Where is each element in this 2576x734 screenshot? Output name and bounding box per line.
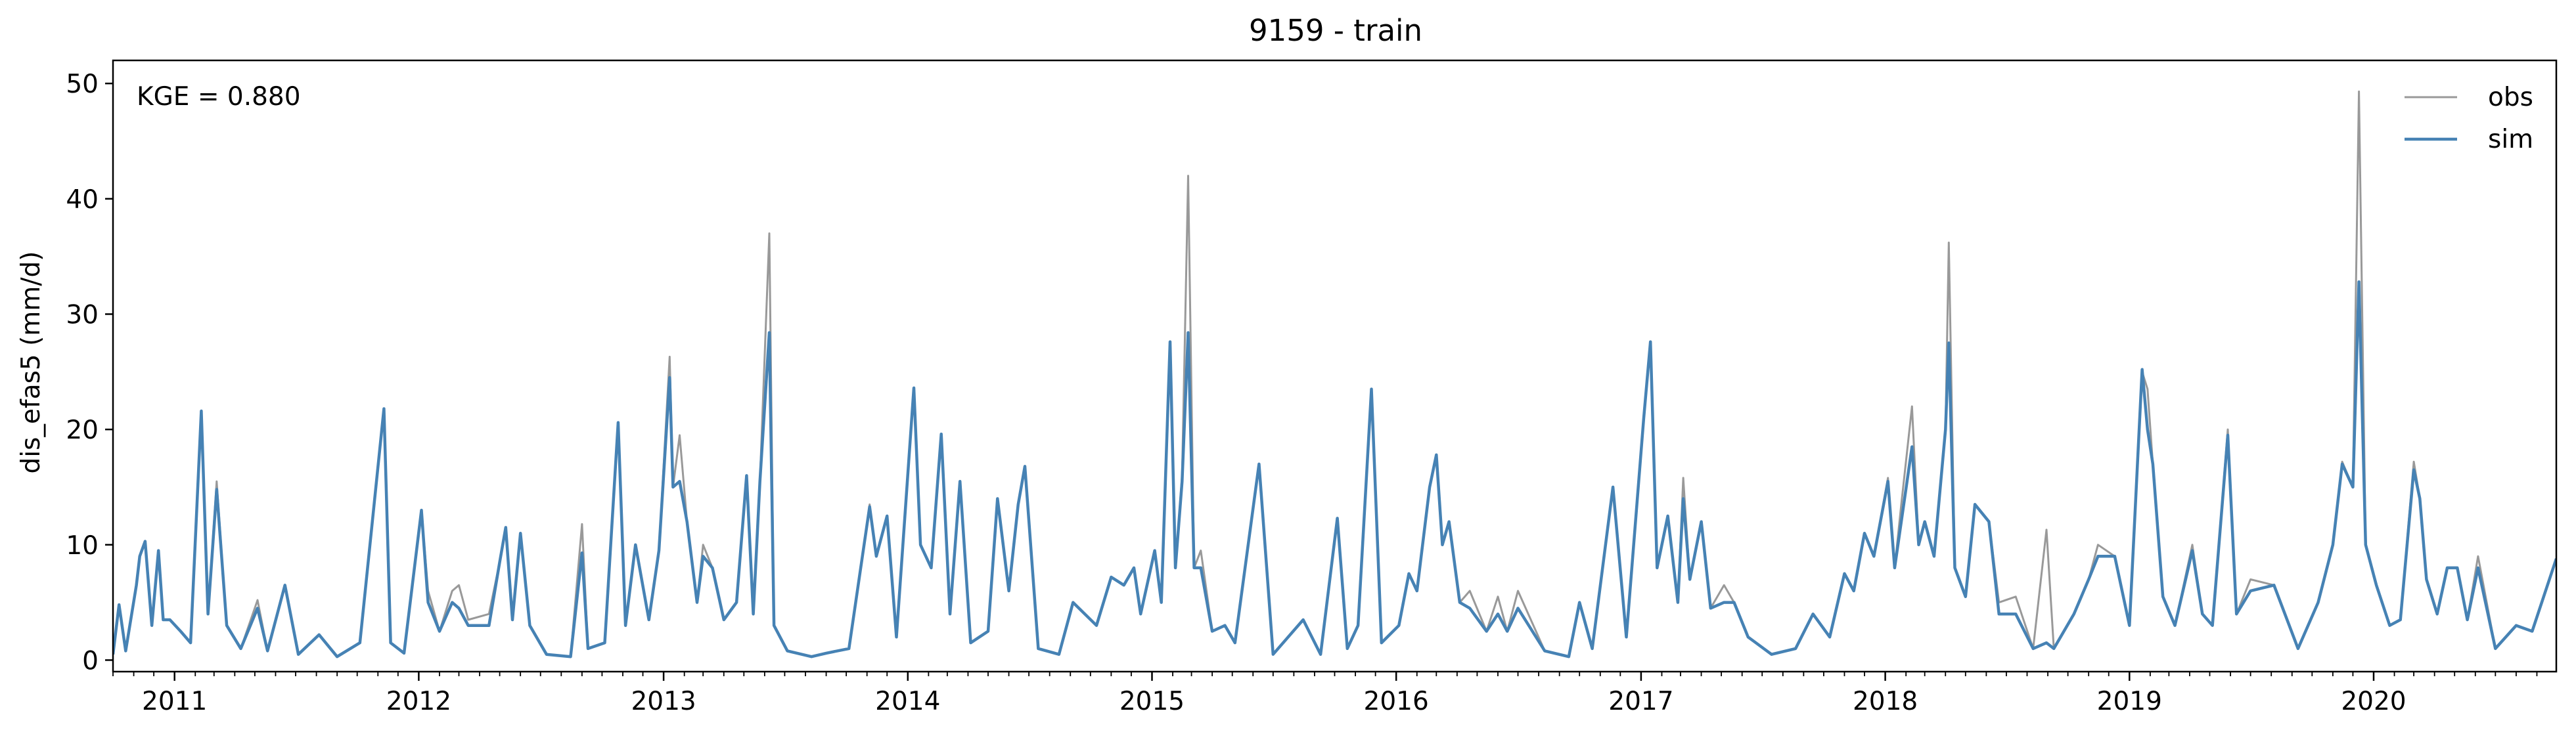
series-line-sim [113, 280, 2556, 658]
y-tick-label: 10 [66, 531, 99, 561]
x-tick-label: 2014 [875, 687, 940, 716]
kge-annotation: KGE = 0.880 [137, 82, 301, 112]
series-layer [113, 90, 2556, 658]
x-tick-label: 2019 [2097, 687, 2162, 716]
x-tick-label: 2020 [2341, 687, 2406, 716]
legend: obs sim [2405, 83, 2533, 154]
x-axis: 2011 2012 2013 2014 2015 2016 2017 2018 2019 2020 [112, 672, 2538, 716]
x-tick-label: 2018 [1853, 687, 1918, 716]
x-tick-label: 2015 [1119, 687, 1185, 716]
y-tick-label: 0 [82, 646, 99, 676]
x-tick-label: 2013 [631, 687, 696, 716]
y-tick-label: 30 [66, 300, 99, 330]
legend-label-obs: obs [2488, 83, 2533, 112]
x-tick-label: 2011 [142, 687, 207, 716]
y-tick-label: 20 [66, 416, 99, 445]
y-axis: 0 10 20 30 40 50 [66, 70, 113, 676]
chart-title: 9159 - train [1249, 13, 1422, 48]
legend-label-sim: sim [2488, 125, 2533, 154]
y-tick-label: 50 [66, 70, 99, 99]
x-tick-label: 2012 [386, 687, 451, 716]
y-axis-label: dis_efas5 (mm/d) [16, 251, 46, 474]
x-tick-label: 2016 [1364, 687, 1429, 716]
y-tick-label: 40 [66, 185, 99, 215]
x-tick-label: 2017 [1608, 687, 1673, 716]
